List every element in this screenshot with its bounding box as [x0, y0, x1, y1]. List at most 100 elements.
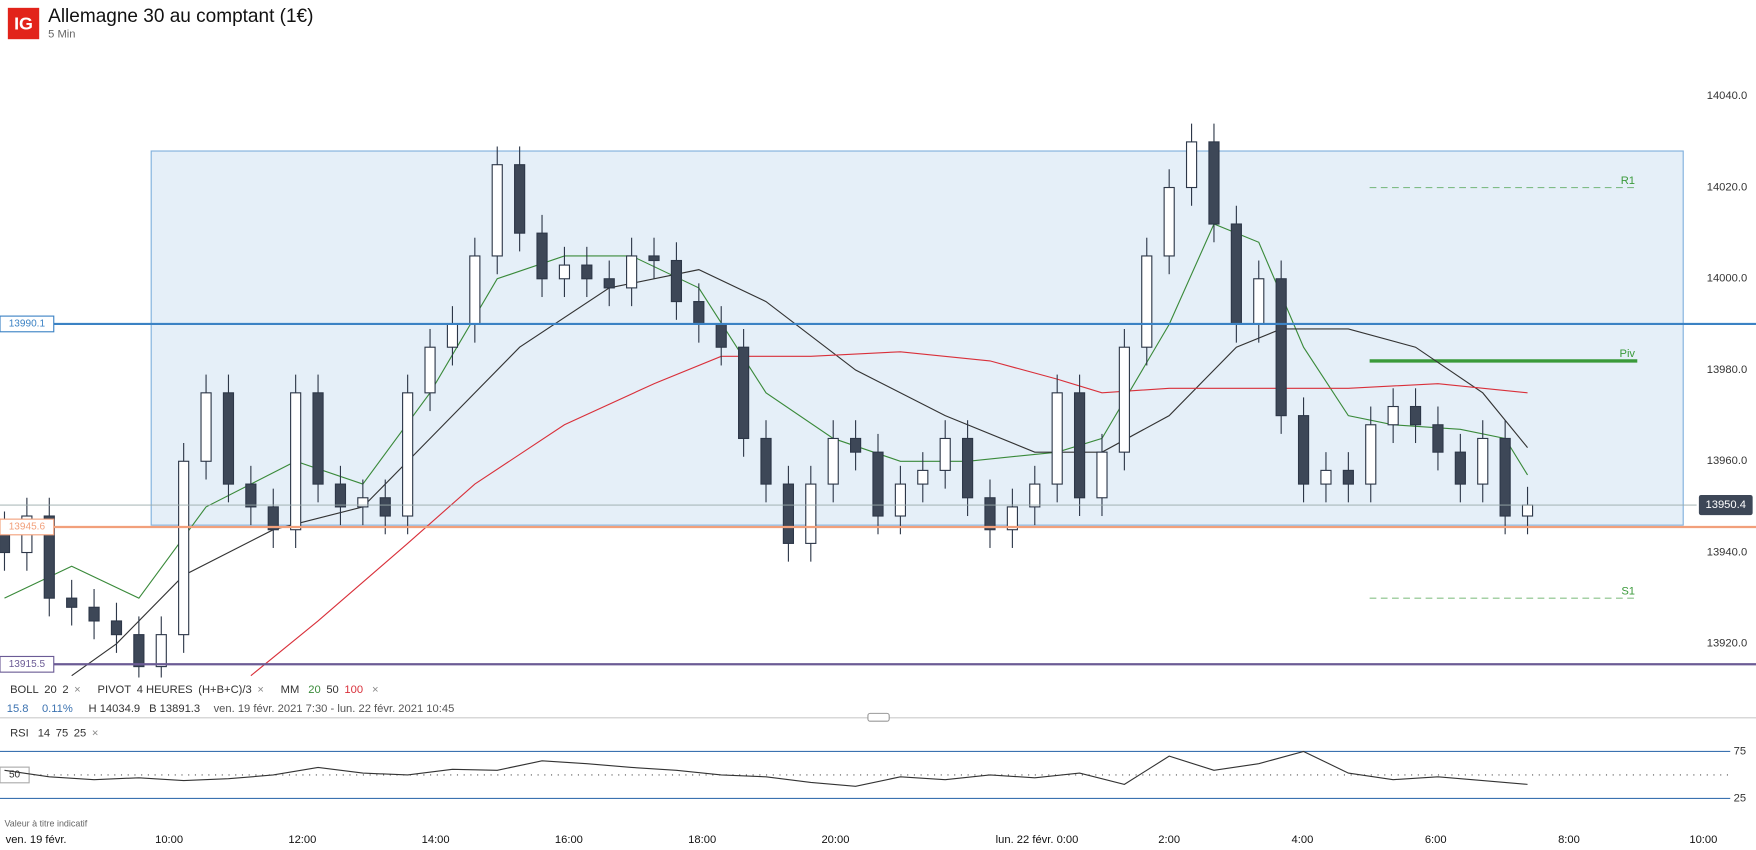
legend-item: MM	[281, 684, 300, 696]
legend-item: 25	[74, 727, 86, 739]
legend-item: B 13891.3	[149, 703, 200, 715]
candle-body	[670, 259, 683, 303]
x-tick-label: 8:00	[1558, 834, 1580, 846]
resize-handle[interactable]	[867, 712, 890, 722]
candle-body	[536, 232, 548, 280]
moving-average	[71, 269, 1528, 677]
legend-item: 20	[44, 684, 56, 696]
candle-body	[1499, 437, 1511, 517]
candle-body	[267, 506, 279, 531]
candle-body	[850, 437, 862, 453]
pivot-label: Piv	[1620, 348, 1636, 360]
candle-body	[581, 264, 593, 280]
candle-body	[1006, 506, 1018, 531]
legend-close[interactable]: ×	[372, 684, 379, 696]
candle-body	[693, 301, 705, 325]
legend-item: H 14034.9	[89, 703, 141, 715]
candle-body	[1230, 223, 1242, 325]
candle-body	[872, 451, 884, 517]
legend-item: 14	[38, 727, 50, 739]
legend-item: ven. 19 févr. 2021 7:30 - lun. 22 févr. …	[214, 703, 455, 715]
legend-item: (H+B+C)/3	[198, 684, 251, 696]
candle-body	[760, 437, 772, 485]
candle-body	[1073, 392, 1086, 499]
candle-body	[469, 255, 481, 325]
candle-body	[782, 483, 795, 544]
legend-item: 4 HEURES	[137, 684, 193, 696]
x-tick-label: 20:00	[821, 834, 849, 846]
range-zone	[150, 150, 1684, 526]
legend-item: RSI	[10, 727, 29, 739]
y-tick-label: 13980.0	[1707, 364, 1747, 376]
candle-body	[1096, 451, 1108, 499]
legend-close[interactable]: ×	[257, 684, 264, 696]
candle-body	[805, 483, 817, 544]
x-tick-label: 10:00	[1689, 834, 1717, 846]
x-tick-label: 16:00	[555, 834, 583, 846]
last-price-box	[1698, 494, 1753, 516]
title: Allemagne 30 au comptant (1€)	[48, 6, 313, 27]
candle-body	[1141, 255, 1153, 348]
candle-body	[1275, 278, 1287, 417]
level-label-box	[0, 315, 55, 333]
legend-close[interactable]: ×	[74, 684, 81, 696]
candle-body	[939, 437, 951, 471]
candle-body	[200, 392, 212, 462]
y-tick-label: 13960.0	[1707, 455, 1747, 467]
x-tick-label: 10:00	[155, 834, 183, 846]
candle-body	[738, 346, 750, 440]
candle-body	[155, 634, 167, 668]
y-tick-label: 14040.0	[1707, 90, 1747, 102]
candle-body	[88, 606, 100, 622]
candle-body	[514, 164, 526, 234]
candle-body	[1118, 346, 1130, 453]
rsi-level-label: 75	[1734, 745, 1746, 757]
y-tick-label: 13940.0	[1707, 546, 1747, 558]
rsi-mid-label: 50	[9, 770, 21, 781]
x-tick-label: ven. 19 févr.	[6, 834, 67, 846]
plot-area	[0, 123, 1684, 678]
x-tick-label: 18:00	[688, 834, 716, 846]
candle-body	[894, 483, 906, 517]
rsi-level-label: 25	[1734, 792, 1746, 804]
moving-average	[4, 223, 1529, 599]
x-tick-label: lun. 22 févr. 0:00	[996, 834, 1079, 846]
candle-body	[43, 515, 55, 599]
candle-body	[1409, 405, 1422, 426]
candle-body	[424, 346, 436, 394]
x-tick-label: 4:00	[1292, 834, 1314, 846]
candle-body	[1051, 392, 1063, 485]
candle-body	[357, 497, 369, 508]
candle-body	[648, 255, 660, 262]
candle-body	[1163, 186, 1175, 257]
legend-item: 100	[344, 684, 363, 696]
logo-text: IG	[14, 13, 33, 33]
candle-body	[334, 483, 347, 508]
candle-body	[1185, 141, 1198, 189]
interval: 5 Min	[48, 29, 75, 41]
candle-body	[1253, 278, 1265, 325]
candle-body	[827, 437, 839, 485]
legend-item: 15.8	[7, 703, 29, 715]
candle-body	[491, 164, 503, 257]
x-tick-label: 14:00	[422, 834, 450, 846]
candle-body	[1432, 424, 1444, 453]
level-label-box	[0, 518, 55, 536]
legend-item: BOLL	[10, 684, 39, 696]
last-price-label: 13950.4	[1706, 499, 1746, 511]
logo	[7, 7, 40, 40]
legend-close[interactable]: ×	[92, 727, 99, 739]
candle-body	[984, 497, 996, 531]
candle-body	[1454, 451, 1466, 485]
footer-note: Valeur à titre indicatif	[4, 819, 87, 829]
rsi-line	[4, 750, 1528, 787]
candle-body	[626, 255, 638, 289]
x-tick-label: 6:00	[1425, 834, 1447, 846]
candle-body	[1320, 469, 1332, 485]
x-tick-label: 2:00	[1158, 834, 1180, 846]
candle-body	[1029, 483, 1041, 508]
y-tick-label: 14020.0	[1707, 181, 1747, 193]
candle-body	[290, 392, 302, 531]
